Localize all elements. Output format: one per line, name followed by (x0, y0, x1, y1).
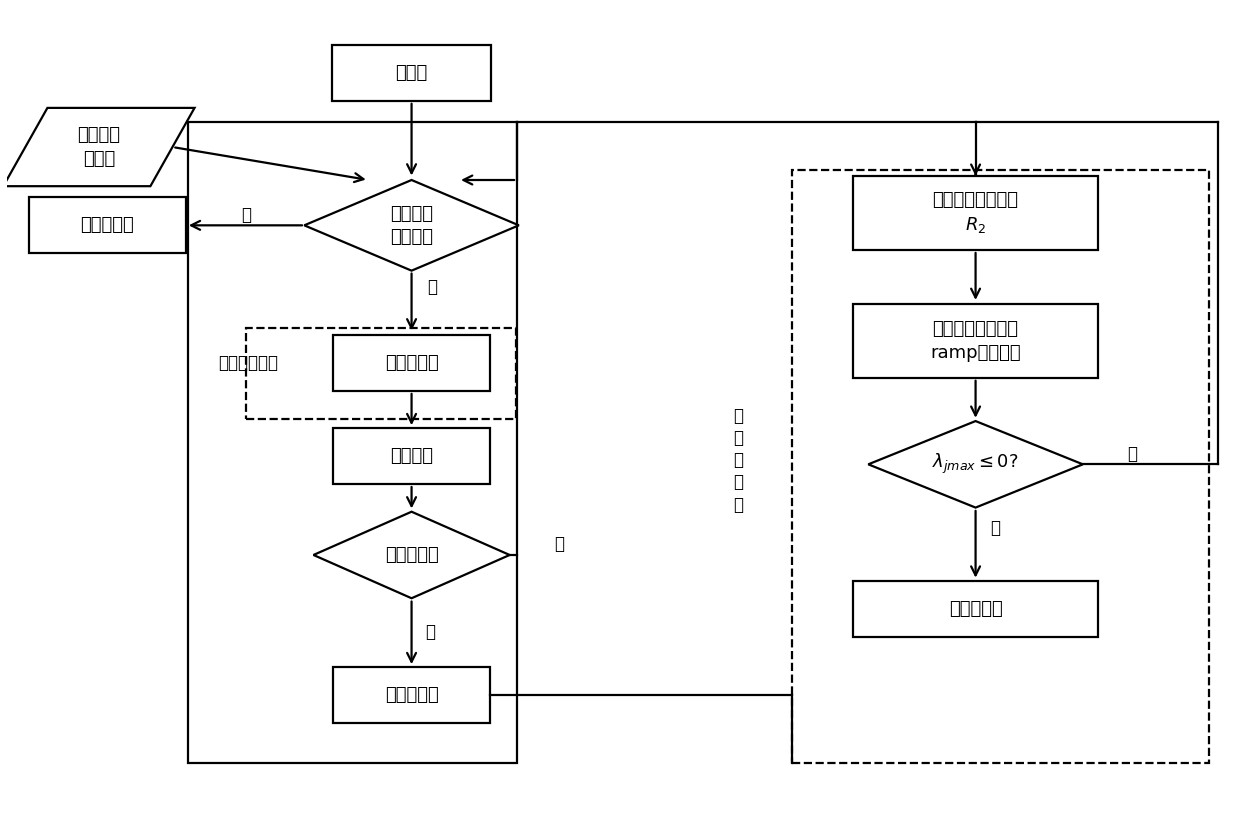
Bar (334, 335, 490, 391)
Text: 不施加控制: 不施加控制 (949, 599, 1002, 618)
Text: 是: 是 (991, 519, 1001, 537)
Bar (29, 197, 186, 253)
Bar (853, 581, 1099, 637)
Text: 多匹道控制: 多匹道控制 (384, 686, 439, 704)
Text: 不施加控制: 不施加控制 (81, 216, 134, 235)
Bar (332, 45, 491, 101)
Bar (246, 328, 516, 419)
Text: 协
调
控
制
级: 协 调 控 制 级 (733, 406, 743, 514)
Text: 初始化: 初始化 (396, 64, 428, 82)
Text: 否: 否 (241, 205, 250, 224)
Text: 实时交通
流数据: 实时交通 流数据 (77, 127, 120, 168)
Text: 确定备选匹道集合
$R_2$: 确定备选匹道集合 $R_2$ (932, 191, 1018, 235)
Text: 交织区是
否混沌？: 交织区是 否混沌？ (391, 204, 433, 246)
Text: 协调标志: 协调标志 (391, 447, 433, 465)
Bar (791, 170, 1209, 763)
Text: $\lambda_{jmax}\leq 0$?: $\lambda_{jmax}\leq 0$? (932, 453, 1019, 477)
Bar (334, 428, 490, 484)
Text: 确定参与协调匹道
ramp的调解率: 确定参与协调匹道 ramp的调解率 (930, 320, 1021, 361)
Text: 是: 是 (425, 623, 435, 640)
Bar (188, 122, 517, 763)
Text: 是: 是 (428, 278, 438, 296)
Bar (853, 176, 1099, 250)
Text: 是否触发？: 是否触发？ (384, 546, 439, 564)
Text: 否: 否 (1127, 445, 1137, 463)
Bar (334, 667, 490, 723)
Text: 单匹道控制级: 单匹道控制级 (218, 354, 279, 372)
Text: 否: 否 (554, 535, 564, 553)
Bar (853, 303, 1099, 378)
Text: 单匹道控制: 单匹道控制 (384, 354, 439, 372)
